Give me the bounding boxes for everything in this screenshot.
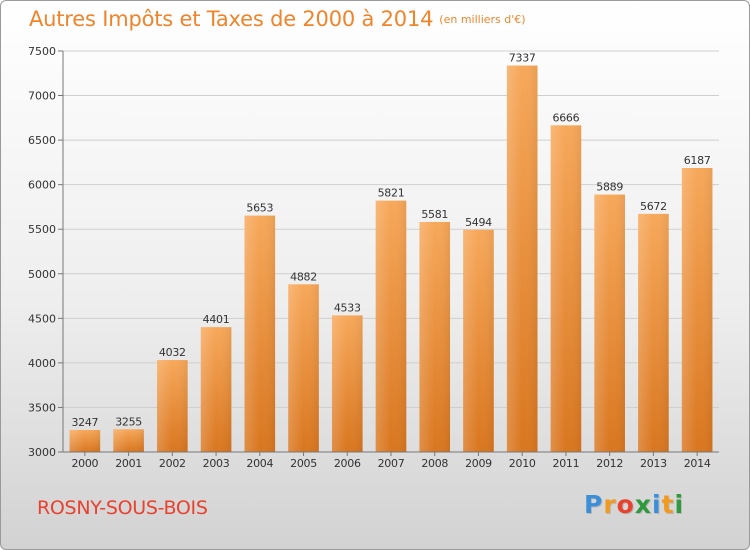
x-tick-label: 2008 [421,457,448,470]
brand-letter: o [616,490,635,519]
bar-shine [506,65,538,452]
brand-letter: i [674,490,685,519]
bar-value-label: 5653 [246,202,273,215]
bar-value-label: 5821 [378,187,405,200]
bar-shine [375,200,407,452]
y-tick-label: 7500 [28,45,56,58]
x-tick-label: 2004 [246,457,273,470]
x-tick-label: 2009 [465,457,492,470]
y-tick-label: 5500 [28,223,56,236]
bar-shine [331,315,363,452]
chart-title-text: Autres Impôts et Taxes de 2000 à 2014 [29,7,434,31]
y-tick-label: 6500 [28,134,56,147]
x-tick-label: 2002 [159,457,186,470]
bar-value-label: 6666 [553,111,580,124]
bars: 3247 3255 4032 4401 5653 4882 4533 5821 5581 5494… [69,52,713,453]
bar-value-label: 3255 [115,415,142,428]
bar-shine [419,222,451,452]
x-tick-label: 2003 [203,457,230,470]
city-name: ROSNY-SOUS-BOIS [37,497,208,519]
bar-shine [638,213,669,452]
bar-value-label: 4533 [334,301,361,314]
x-axis-ticks: 2000 2001 2002 2003 2004 2005 2006 2007 2008 2009… [71,452,711,470]
bar-value-label: 4401 [203,313,230,326]
brand-letter: r [603,490,617,519]
bar-value-label: 7337 [509,52,536,65]
bar-value-label: 4882 [290,270,317,283]
y-tick-label: 6000 [28,179,56,192]
y-axis-ticks: 3000 3500 4000 4500 5000 5500 6000 6500 7000 7500 [28,45,63,459]
y-tick-label: 4500 [28,312,56,325]
bar-shine [594,194,625,453]
brand-letter: P [584,490,604,519]
x-tick-label: 2000 [71,457,98,470]
bar-shine [550,125,582,452]
y-tick-label: 3500 [28,401,56,414]
x-tick-label: 2014 [684,457,711,470]
x-tick-label: 2010 [509,457,536,470]
brand-letter: i [652,490,662,519]
bar-shine [69,429,101,452]
x-tick-label: 2007 [378,457,405,470]
bar-shine [200,327,232,452]
chart-unit: (en milliers d'€) [439,13,526,26]
bar-shine [288,284,319,452]
y-tick-label: 5000 [28,268,56,281]
bar-value-label: 4032 [159,346,186,359]
y-tick-label: 3000 [28,446,56,459]
x-tick-label: 2006 [334,457,361,470]
proxiti-logo: Proxiti [584,490,684,519]
bar-shine [113,429,144,452]
y-tick-label: 7000 [28,90,56,103]
x-tick-label: 2011 [553,457,580,470]
y-tick-label: 4000 [28,357,56,370]
bar-value-label: 5672 [640,200,667,213]
bar-shine [244,215,276,452]
x-tick-label: 2013 [640,457,667,470]
x-tick-label: 2012 [596,457,623,470]
bar-value-label: 3247 [71,416,98,429]
brand-letter: t [661,490,675,519]
x-tick-label: 2001 [115,457,142,470]
bar-shine [157,360,188,452]
brand-letter: x [634,490,652,519]
bar-shine [463,229,494,452]
bar-value-label: 5494 [465,216,492,229]
bar-shine [681,168,713,453]
chart-title: Autres Impôts et Taxes de 2000 à 2014 (en… [29,7,526,31]
bar-value-label: 5581 [421,208,448,221]
bar-value-label: 5889 [596,181,623,194]
bar-value-label: 6187 [684,154,711,167]
x-tick-label: 2005 [290,457,317,470]
